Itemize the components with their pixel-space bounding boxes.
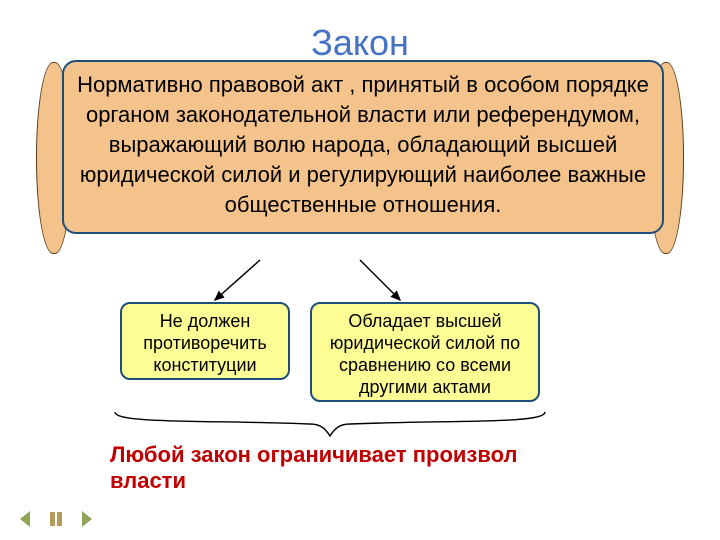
brace-path [115, 412, 545, 436]
prev-button[interactable] [14, 508, 38, 530]
nav-bar [14, 508, 98, 530]
curly-brace [110, 410, 550, 438]
definition-box: Нормативно правовой акт , принятый в осо… [62, 60, 664, 234]
feature-box-right: Обладает высшей юридической силой по сра… [310, 302, 540, 402]
page-title: Закон [0, 22, 720, 64]
conclusion-text: Любой закон ограничивает произвол власти [110, 442, 590, 494]
home-button[interactable] [44, 508, 68, 530]
home-icon-2 [57, 512, 62, 526]
arrow-right [360, 260, 400, 300]
feature-box-left: Не должен противоречить конституции [120, 302, 290, 380]
home-icon [50, 512, 55, 526]
arrow-left [215, 260, 260, 300]
chevron-right-icon [82, 511, 92, 527]
next-button[interactable] [74, 508, 98, 530]
chevron-left-icon [20, 511, 30, 527]
